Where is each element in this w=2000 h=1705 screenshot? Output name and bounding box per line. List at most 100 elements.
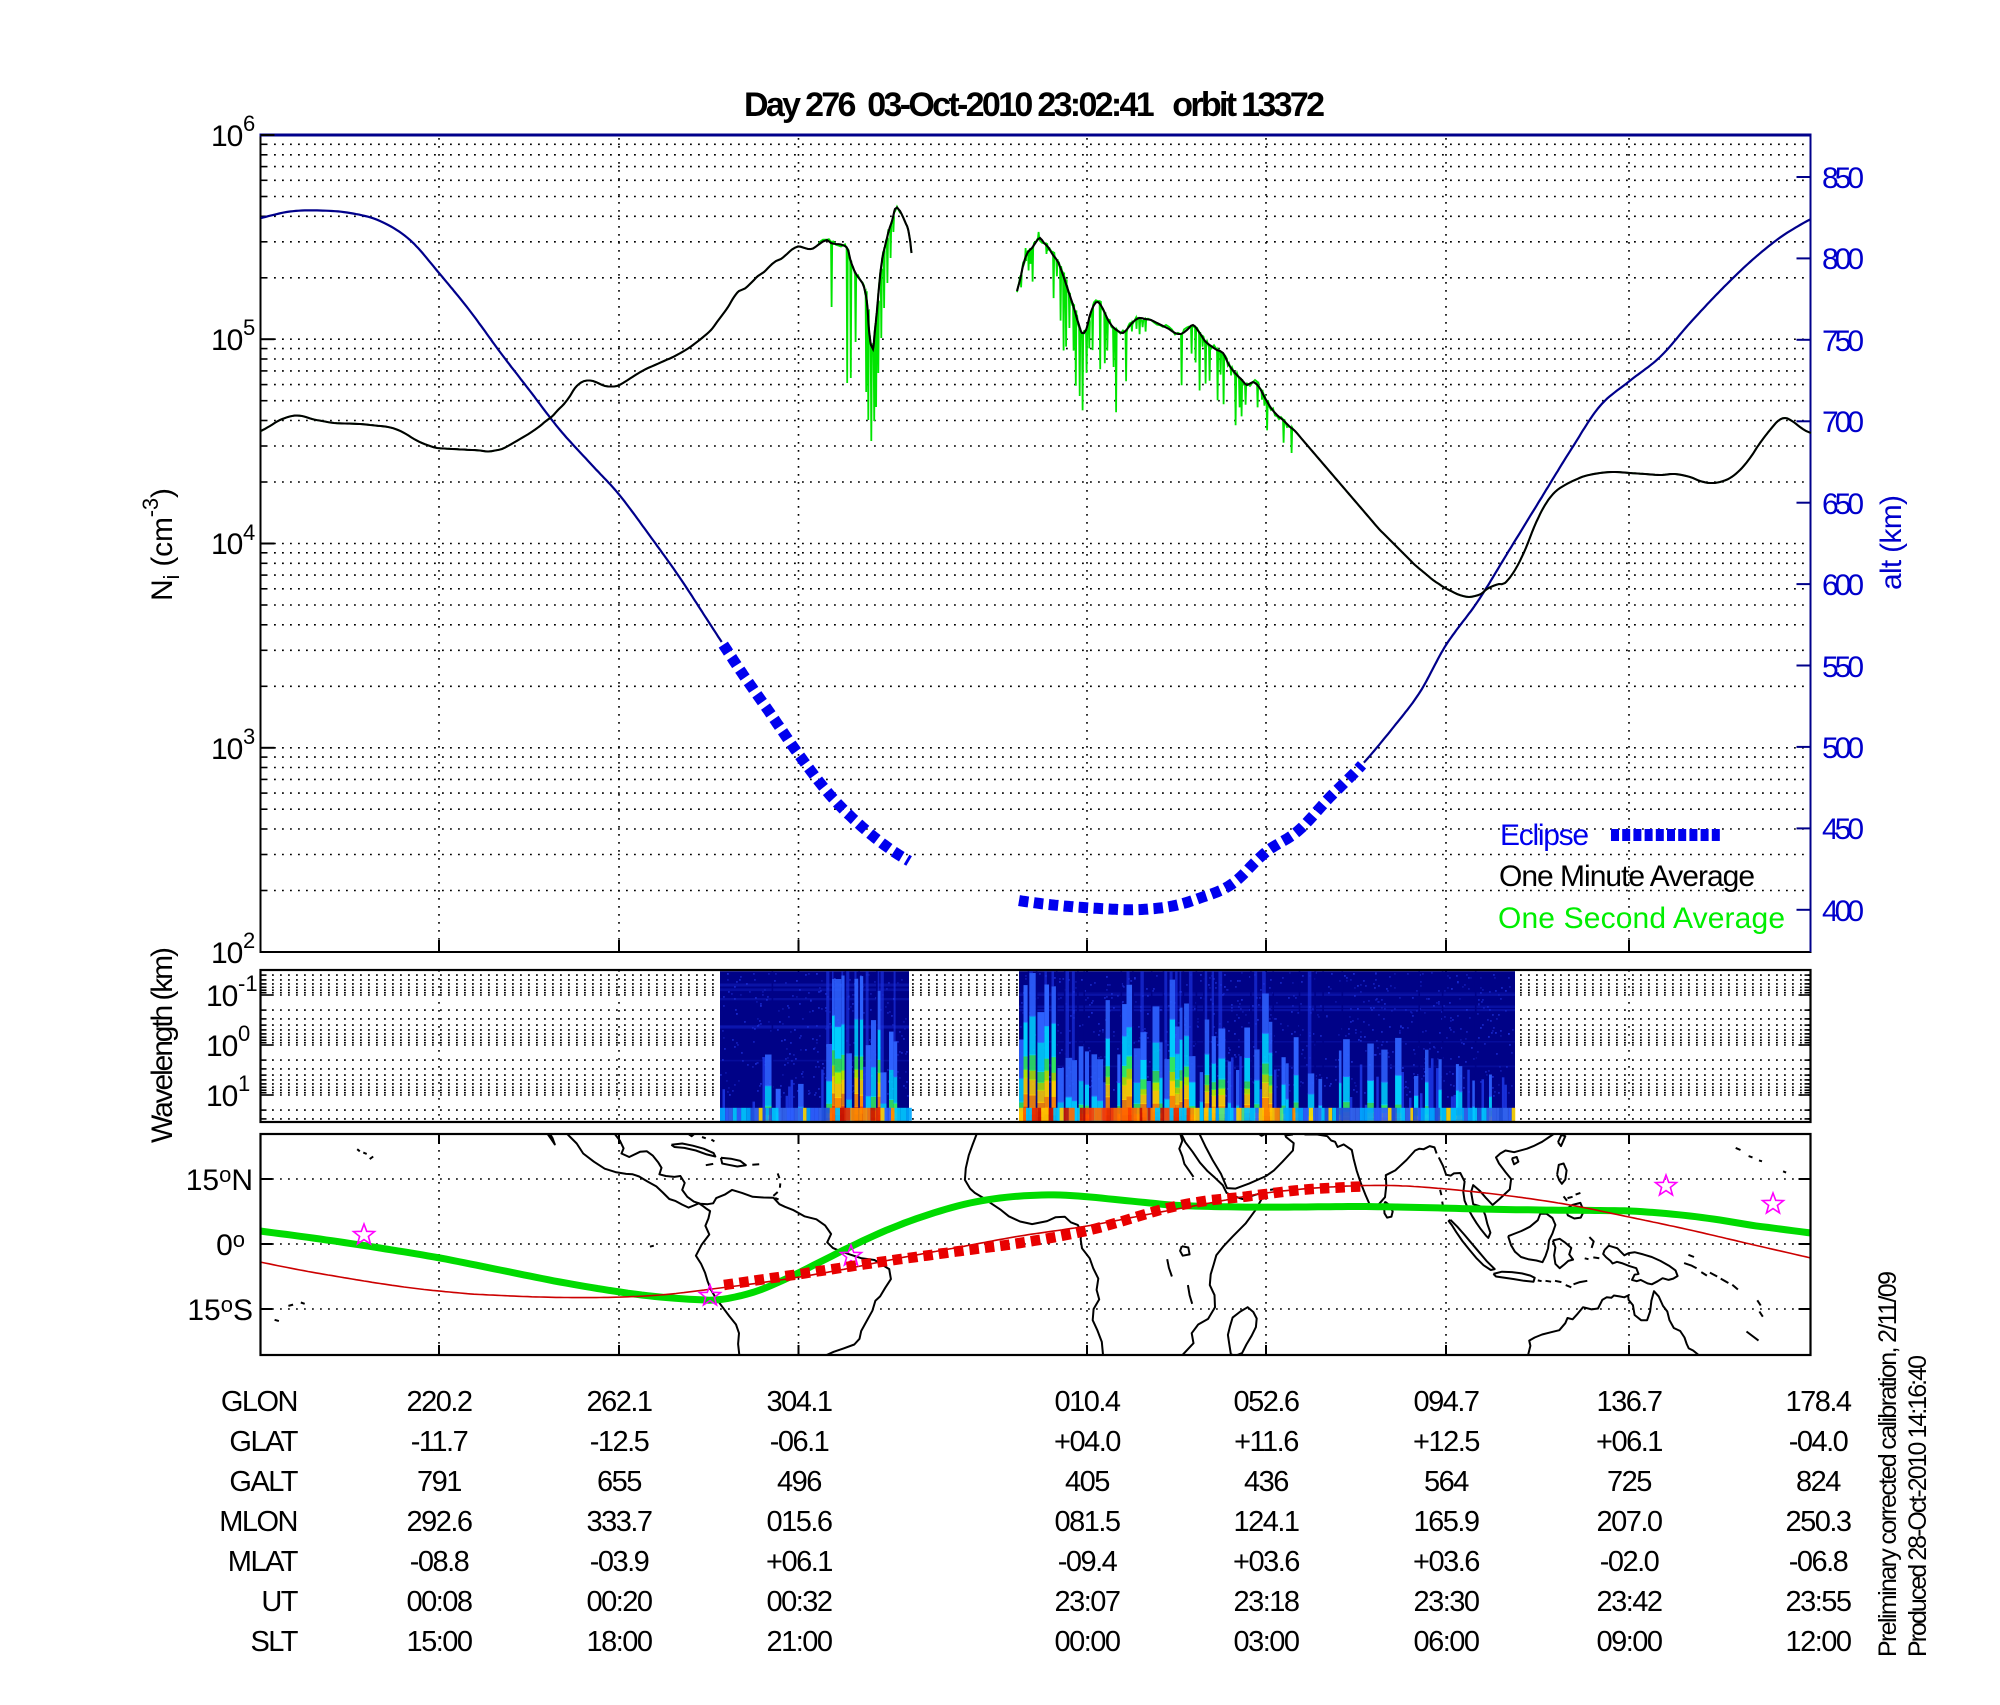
svg-text:+06.1: +06.1 — [1596, 1426, 1662, 1458]
svg-text:178.4: 178.4 — [1785, 1386, 1851, 1418]
svg-text:10: 10 — [206, 1080, 238, 1113]
svg-text:23:18: 23:18 — [1233, 1586, 1298, 1618]
svg-text:GLAT: GLAT — [229, 1426, 298, 1458]
svg-text:03:00: 03:00 — [1233, 1626, 1298, 1658]
svg-text:-11.7: -11.7 — [411, 1426, 468, 1458]
svg-text:220.2: 220.2 — [406, 1386, 471, 1418]
svg-text:00:08: 00:08 — [406, 1586, 471, 1618]
svg-text:-04.0: -04.0 — [1789, 1426, 1848, 1458]
svg-text:-02.0: -02.0 — [1600, 1546, 1659, 1578]
svg-text:23:07: 23:07 — [1054, 1586, 1119, 1618]
svg-text:400: 400 — [1822, 895, 1864, 928]
svg-text:333.7: 333.7 — [586, 1506, 651, 1538]
svg-text:015.6: 015.6 — [766, 1506, 831, 1538]
svg-text:00:20: 00:20 — [586, 1586, 651, 1618]
svg-text:094.7: 094.7 — [1413, 1386, 1478, 1418]
svg-text:207.0: 207.0 — [1596, 1506, 1661, 1538]
svg-text:10: 10 — [206, 980, 238, 1013]
svg-text:Preliminary corrected calibrat: Preliminary corrected calibration, 2/11/… — [1874, 1271, 1902, 1657]
svg-text:UT: UT — [261, 1586, 298, 1618]
svg-text:4: 4 — [243, 520, 255, 545]
svg-text:600: 600 — [1822, 569, 1864, 602]
svg-text:292.6: 292.6 — [406, 1506, 471, 1538]
svg-text:00:32: 00:32 — [766, 1586, 831, 1618]
svg-text:GLON: GLON — [221, 1386, 297, 1418]
svg-text:5: 5 — [243, 315, 255, 340]
svg-text:10: 10 — [211, 937, 243, 970]
svg-text:15:00: 15:00 — [406, 1626, 471, 1658]
svg-text:-12.5: -12.5 — [590, 1426, 649, 1458]
svg-text:21:00: 21:00 — [766, 1626, 831, 1658]
svg-text:10: 10 — [206, 1030, 238, 1063]
svg-text:800: 800 — [1822, 243, 1864, 276]
svg-text:15oS: 15oS — [187, 1292, 253, 1327]
svg-text:+03.6: +03.6 — [1413, 1546, 1479, 1578]
svg-text:One Second Average: One Second Average — [1498, 902, 1785, 935]
svg-text:One Minute Average: One Minute Average — [1499, 860, 1755, 893]
svg-text:081.5: 081.5 — [1054, 1506, 1119, 1538]
svg-text:165.9: 165.9 — [1413, 1506, 1478, 1538]
svg-text:-06.1: -06.1 — [770, 1426, 829, 1458]
svg-text:MLAT: MLAT — [228, 1546, 299, 1578]
svg-text:Eclipse: Eclipse — [1500, 819, 1589, 852]
svg-text:750: 750 — [1822, 325, 1864, 358]
svg-text:SLT: SLT — [250, 1626, 298, 1658]
svg-text:450: 450 — [1822, 813, 1864, 846]
svg-text:12:00: 12:00 — [1785, 1626, 1850, 1658]
svg-text:-06.8: -06.8 — [1789, 1546, 1848, 1578]
svg-text:2: 2 — [243, 928, 255, 953]
svg-text:250.3: 250.3 — [1785, 1506, 1850, 1538]
svg-text:Produced 28-Oct-2010 14:16:40: Produced 28-Oct-2010 14:16:40 — [1904, 1355, 1932, 1657]
svg-text:500: 500 — [1822, 732, 1864, 765]
svg-text:23:42: 23:42 — [1596, 1586, 1661, 1618]
svg-text:550: 550 — [1822, 651, 1864, 684]
svg-text:136.7: 136.7 — [1596, 1386, 1661, 1418]
svg-text:725: 725 — [1607, 1466, 1651, 1498]
svg-text:564: 564 — [1424, 1466, 1469, 1498]
svg-text:-08.8: -08.8 — [410, 1546, 469, 1578]
svg-text:824: 824 — [1796, 1466, 1841, 1498]
svg-text:09:00: 09:00 — [1596, 1626, 1661, 1658]
svg-text:Day 276 03-Oct-2010 23:02:41: Day 276 03-Oct-2010 23:02:41 orbit 13372 — [744, 86, 1325, 124]
svg-text:+11.6: +11.6 — [1234, 1426, 1298, 1458]
svg-text:15oN: 15oN — [186, 1162, 253, 1197]
svg-text:436: 436 — [1244, 1466, 1288, 1498]
svg-text:-09.4: -09.4 — [1058, 1546, 1118, 1578]
svg-text:Ni (cm-3): Ni (cm-3) — [138, 488, 184, 601]
svg-text:Wavelength (km): Wavelength (km) — [146, 947, 179, 1143]
svg-text:18:00: 18:00 — [586, 1626, 651, 1658]
svg-text:+04.0: +04.0 — [1054, 1426, 1120, 1458]
svg-text:10: 10 — [211, 733, 243, 766]
svg-text:GALT: GALT — [229, 1466, 298, 1498]
svg-text:+06.1: +06.1 — [766, 1546, 832, 1578]
svg-text:650: 650 — [1822, 488, 1864, 521]
svg-text:405: 405 — [1065, 1466, 1109, 1498]
svg-text:0: 0 — [238, 1021, 250, 1046]
svg-text:00:00: 00:00 — [1054, 1626, 1119, 1658]
svg-text:124.1: 124.1 — [1233, 1506, 1298, 1538]
svg-text:850: 850 — [1822, 162, 1864, 195]
svg-text:1: 1 — [238, 1071, 250, 1096]
svg-text:06:00: 06:00 — [1413, 1626, 1478, 1658]
svg-text:-1: -1 — [238, 971, 258, 996]
svg-text:3: 3 — [243, 724, 255, 749]
svg-text:-03.9: -03.9 — [590, 1546, 649, 1578]
svg-text:alt (km): alt (km) — [1875, 495, 1908, 590]
svg-text:6: 6 — [243, 111, 255, 136]
svg-text:655: 655 — [597, 1466, 641, 1498]
svg-text:MLON: MLON — [219, 1506, 297, 1538]
svg-text:700: 700 — [1822, 406, 1864, 439]
svg-text:10: 10 — [211, 120, 243, 153]
svg-text:791: 791 — [417, 1466, 461, 1498]
svg-text:+03.6: +03.6 — [1233, 1546, 1299, 1578]
svg-text:10: 10 — [211, 528, 243, 561]
svg-text:496: 496 — [777, 1466, 821, 1498]
svg-text:010.4: 010.4 — [1054, 1386, 1120, 1418]
svg-text:052.6: 052.6 — [1233, 1386, 1298, 1418]
svg-text:262.1: 262.1 — [586, 1386, 651, 1418]
svg-text:23:30: 23:30 — [1413, 1586, 1478, 1618]
svg-text:304.1: 304.1 — [766, 1386, 831, 1418]
svg-text:10: 10 — [211, 324, 243, 357]
svg-text:+12.5: +12.5 — [1413, 1426, 1479, 1458]
svg-text:23:55: 23:55 — [1785, 1586, 1850, 1618]
